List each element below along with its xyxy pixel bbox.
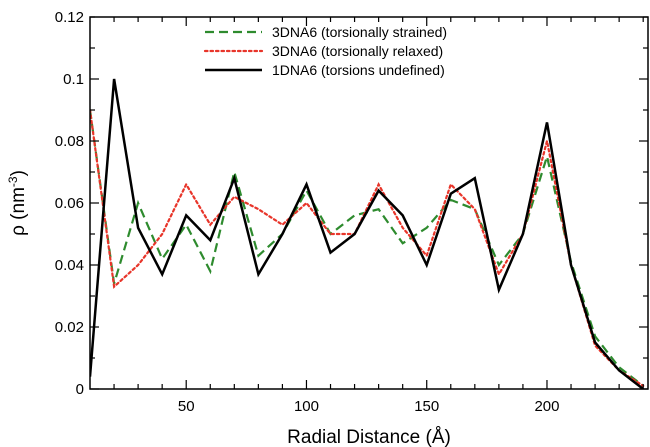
y-tick-label: 0.12 <box>55 9 84 26</box>
legend-label-2: 3DNA6 (torsionally relaxed) <box>272 43 443 59</box>
tick-labels: 0 0.02 0.04 0.06 0.08 0.1 0.12 50 100 150 200 <box>55 9 560 415</box>
axis-ticks <box>90 16 648 390</box>
y-axis-title-superscript: -3 <box>6 176 20 187</box>
plot-lines <box>90 78 645 389</box>
x-axis-title: Radial Distance (Å) <box>287 427 451 447</box>
y-tick-label: 0.06 <box>55 195 84 212</box>
legend-label-1: 3DNA6 (torsionally strained) <box>272 24 447 40</box>
y-axis-title-base: ρ (nm <box>8 187 29 236</box>
y-tick-label: 0.04 <box>55 257 84 274</box>
y-tick-label: 0.1 <box>63 71 84 88</box>
x-tick-label: 100 <box>294 398 319 415</box>
y-axis-title-close: ) <box>8 170 29 176</box>
legend: 3DNA6 (torsionally strained) 3DNA6 (torsi… <box>203 24 447 78</box>
x-tick-label: 50 <box>178 398 195 415</box>
y-tick-label: 0.08 <box>55 133 84 150</box>
legend-label-3: 1DNA6 (torsions undefined) <box>272 62 445 78</box>
y-tick-label: 0.02 <box>55 319 84 336</box>
series-line-2 <box>90 108 645 387</box>
x-tick-label: 150 <box>414 398 439 415</box>
y-tick-label: 0 <box>76 381 84 398</box>
x-tick-label: 200 <box>534 398 559 415</box>
y-axis-title: ρ (nm-3) <box>6 170 29 236</box>
series-line-3 <box>90 78 644 389</box>
